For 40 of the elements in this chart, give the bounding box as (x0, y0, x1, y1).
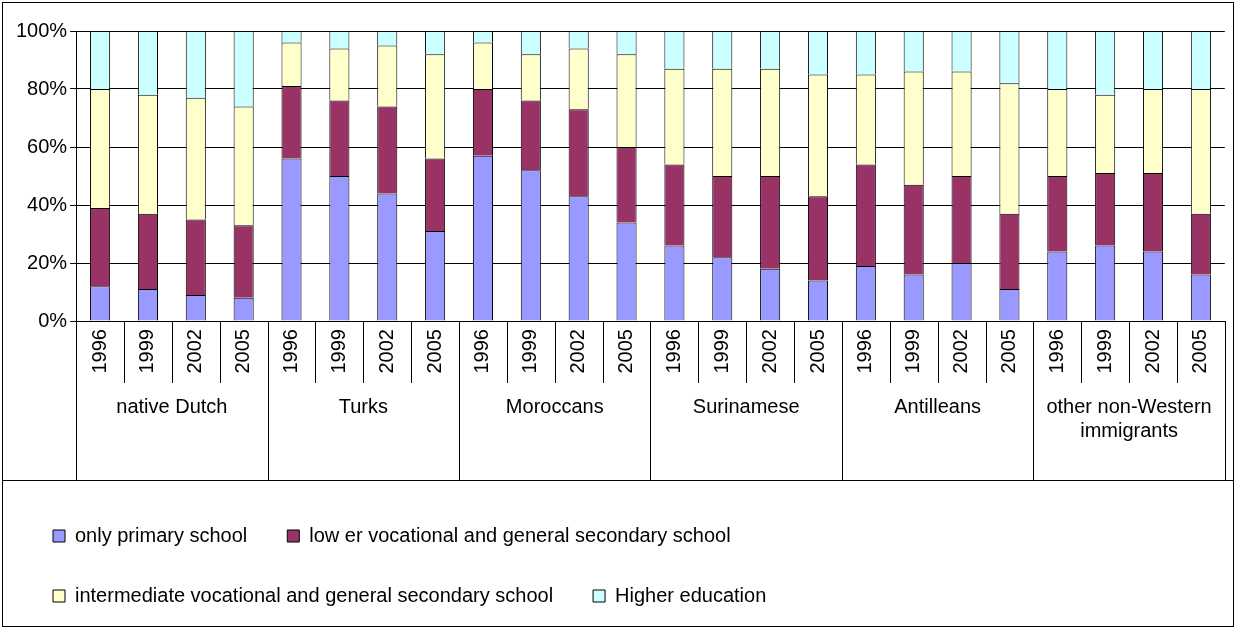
x-tick-label: 1999 (1092, 329, 1115, 374)
text: Moroccans (505, 394, 604, 417)
text: Turks (338, 394, 388, 417)
x-tick-label: 2002 (183, 329, 206, 374)
legend-label: low er vocational and general secondary school (309, 523, 731, 546)
x-tick-label: 1999 (326, 329, 349, 374)
y-tick-label: 60% (27, 134, 68, 157)
legend-label: intermediate vocational and general secondary school (75, 583, 554, 606)
x-tick-label: 2002 (1140, 329, 1163, 374)
x-tick-label: 2002 (757, 329, 780, 374)
x-tick-label: 1996 (853, 329, 876, 374)
x-tick-label: 2002 (566, 329, 589, 374)
x-tick-label: 1999 (709, 329, 732, 374)
y-tick-label: 40% (27, 192, 68, 215)
x-tick-label: 2002 (949, 329, 972, 374)
text: Antilleans (894, 394, 981, 417)
x-tick-label: 1999 (901, 329, 924, 374)
x-tick-label: 2005 (1188, 329, 1211, 374)
x-tick-label: 2002 (374, 329, 397, 374)
legend-label: only primary school (75, 523, 248, 546)
x-tick-label: 1996 (87, 329, 110, 374)
x-tick-label: 2005 (805, 329, 828, 374)
x-tick-label: 1996 (279, 329, 302, 374)
text: other non-Western immigrants (1046, 394, 1212, 441)
x-tick-label: 1999 (518, 329, 541, 374)
x-tick-label: 1996 (661, 329, 684, 374)
x-tick-label: 2005 (422, 329, 445, 374)
text: native Dutch (116, 394, 228, 417)
x-tick-label: 1996 (470, 329, 493, 374)
legend-label: Higher education (615, 583, 767, 606)
x-tick-label: 1996 (1044, 329, 1067, 374)
y-tick-label: 0% (38, 308, 68, 331)
text: Surinamese (692, 394, 800, 417)
x-tick-label: 2005 (231, 329, 254, 374)
y-tick-label: 80% (27, 76, 68, 99)
y-tick-label: 100% (16, 18, 68, 41)
x-tick-label: 2005 (614, 329, 637, 374)
x-tick-label: 1999 (135, 329, 158, 374)
y-tick-label: 20% (27, 250, 68, 273)
x-tick-label: 2005 (996, 329, 1019, 374)
